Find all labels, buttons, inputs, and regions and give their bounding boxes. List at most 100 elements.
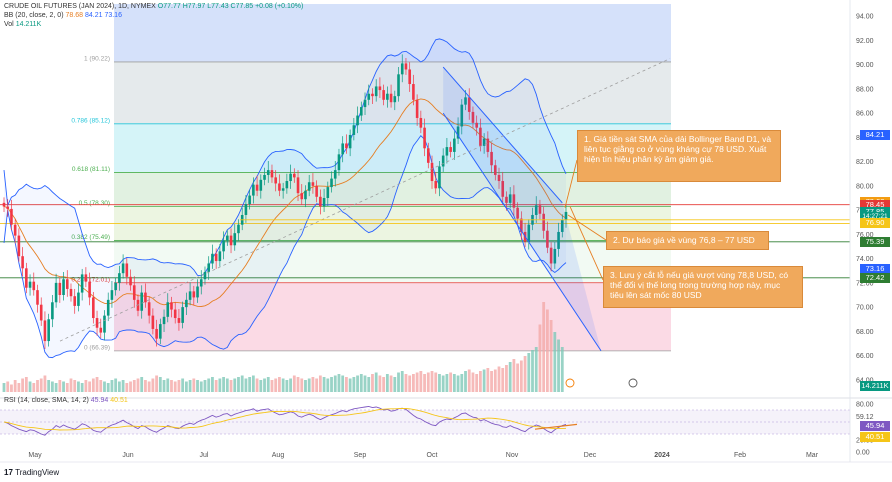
volume-bar xyxy=(426,372,430,392)
candle-body xyxy=(207,263,211,272)
volume-bar xyxy=(199,381,203,392)
time-tick: Aug xyxy=(272,452,285,459)
annotation-note-1[interactable]: 1. Giá tiền sát SMA của dải Bollinger Ba… xyxy=(577,130,781,182)
candle-body xyxy=(2,202,6,207)
candle-body xyxy=(106,299,110,316)
note-pointer-1 xyxy=(564,159,578,208)
volume-bar xyxy=(95,377,99,392)
rsi-tick: 59.12 xyxy=(856,414,874,421)
candle-body xyxy=(36,290,39,305)
candle-body xyxy=(326,187,330,198)
candle-body xyxy=(266,170,270,175)
rsi-tick: 0.00 xyxy=(856,450,870,457)
volume-bar xyxy=(311,377,315,392)
time-tick: Jun xyxy=(122,452,133,459)
volume-bar xyxy=(144,380,147,392)
volume-bar xyxy=(43,375,47,392)
price-label: 78.45 xyxy=(860,199,890,210)
candle-body xyxy=(140,292,144,311)
logo-text: TradingView xyxy=(15,468,60,477)
candle-body xyxy=(84,274,88,282)
volume-bar xyxy=(181,378,185,392)
volume-bar xyxy=(333,375,337,392)
candle-body xyxy=(542,213,545,231)
candle-body xyxy=(170,302,173,310)
candle-body xyxy=(39,304,43,321)
volume-bar xyxy=(278,377,281,392)
volume-bar xyxy=(24,377,28,392)
volume-bar xyxy=(188,380,192,392)
candle-body xyxy=(222,240,225,252)
volume-bar xyxy=(255,378,259,392)
candle-body xyxy=(293,173,296,178)
candle-body xyxy=(151,315,155,329)
candle-body xyxy=(162,316,166,325)
bb-label: BB (20, close, 2, 0) xyxy=(4,12,64,19)
volume-bar xyxy=(445,374,449,392)
zone-4 xyxy=(114,240,671,283)
candle-body xyxy=(211,253,214,264)
candle-body xyxy=(359,107,363,116)
fib-label-0: 1 (90.22) xyxy=(84,55,110,62)
volume-bar xyxy=(382,377,386,392)
volume-bar xyxy=(397,372,400,392)
candle-body xyxy=(423,127,426,149)
vol-label: Vol xyxy=(4,21,14,28)
candle-body xyxy=(192,291,196,298)
candle-body xyxy=(393,96,397,103)
candle-body xyxy=(505,196,508,203)
volume-bar xyxy=(519,360,523,392)
volume-bar xyxy=(460,374,464,392)
volume-bar xyxy=(192,378,196,392)
volume-bar xyxy=(385,374,389,392)
candle-body xyxy=(196,286,199,298)
candle-body xyxy=(408,69,411,85)
candle-body xyxy=(144,292,147,303)
time-tick: 2024 xyxy=(654,452,670,459)
candle-body xyxy=(47,319,50,342)
candle-body xyxy=(229,235,233,246)
volume-bar xyxy=(296,377,300,392)
bb-lower: 73.16 xyxy=(104,12,122,19)
candle-body xyxy=(173,309,177,319)
price-tick: 94.00 xyxy=(856,14,874,21)
volume-bar xyxy=(162,380,166,392)
volume-bar xyxy=(263,378,266,392)
bb-header: BB (20, close, 2, 0) 78.68 84.21 73.16 xyxy=(4,12,122,19)
volume-bar xyxy=(478,371,482,392)
price-label: 75.39 xyxy=(860,236,890,247)
volume-bar xyxy=(505,365,508,392)
volume-bar xyxy=(508,362,512,392)
candle-body xyxy=(304,190,307,200)
rsi-label: RSI (14, close, SMA, 14, 2) xyxy=(4,397,89,404)
price-tick: 74.00 xyxy=(856,256,874,263)
candle-body xyxy=(441,155,445,167)
vol-header: Vol 14.211K xyxy=(4,21,41,28)
candle-body xyxy=(367,93,371,100)
volume-bar xyxy=(222,377,225,392)
time-tick: Oct xyxy=(427,452,438,459)
volume-bar xyxy=(430,371,434,392)
volume-bar xyxy=(121,380,125,392)
annotation-note-2[interactable]: 2. Dự báo giá về vùng 76,8 – 77 USD xyxy=(606,231,769,250)
volume-bar xyxy=(408,375,412,392)
price-tick: 90.00 xyxy=(856,62,874,69)
volume-bar xyxy=(125,383,129,392)
bb-upper-line xyxy=(3,38,567,277)
event-icon xyxy=(565,378,575,388)
rsi-tick: 80.00 xyxy=(856,402,874,409)
volume-bar xyxy=(378,375,382,392)
volume-bar xyxy=(285,380,289,392)
annotation-note-3[interactable]: 3. Lưu ý cắt lỗ nếu giá vượt vùng 78,8 U… xyxy=(603,266,803,308)
volume-bar xyxy=(170,380,173,392)
symbol-header: CRUDE OIL FUTURES (JAN 2024), 1D, NYMEX … xyxy=(4,3,303,10)
volume-bar xyxy=(251,375,255,392)
volume-bar xyxy=(363,375,367,392)
volume-bar xyxy=(259,380,263,392)
vol-value: 14.211K xyxy=(15,21,42,28)
volume-bar xyxy=(240,375,244,392)
volume-bar xyxy=(512,359,516,392)
volume-bar xyxy=(99,380,103,392)
bb-fill xyxy=(4,38,566,358)
candle-body xyxy=(307,182,311,191)
